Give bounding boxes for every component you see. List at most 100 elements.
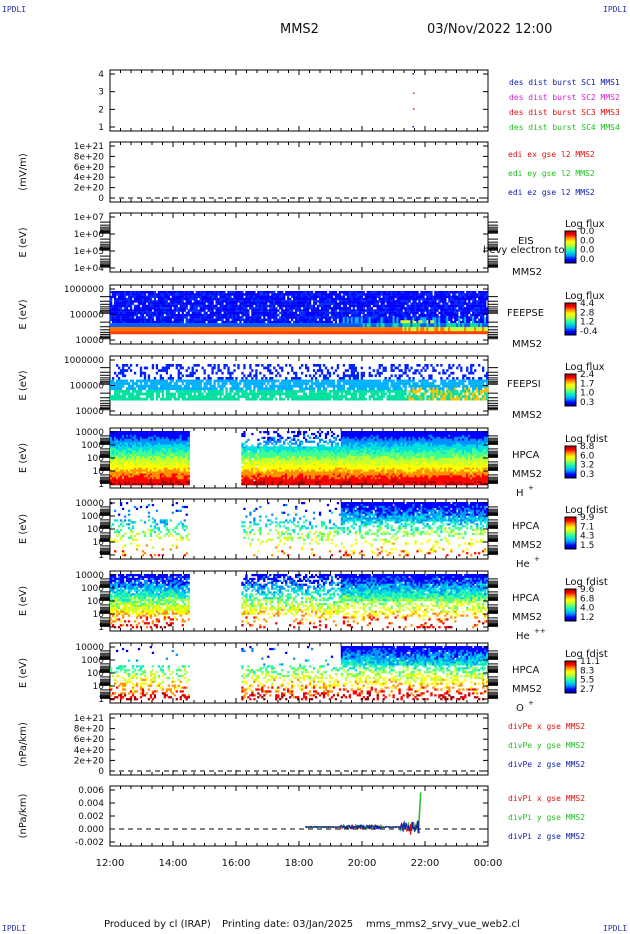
heatmap-cell	[285, 316, 287, 318]
heatmap-cell	[464, 323, 466, 327]
legend-entry: edi ey gse l2 MMS2	[508, 169, 595, 178]
heatmap-cell	[323, 385, 325, 388]
heatmap-cell	[118, 387, 120, 390]
heatmap-cell	[303, 307, 305, 309]
heatmap-cell	[142, 331, 144, 334]
heatmap-cell	[377, 321, 379, 323]
heatmap-cell	[227, 293, 229, 295]
heatmap-cell	[263, 298, 265, 300]
heatmap-cell	[152, 323, 154, 327]
heatmap-cell	[265, 296, 267, 298]
heatmap-cell	[253, 323, 255, 327]
heatmap-cell	[235, 307, 237, 309]
heatmap-cell	[373, 296, 375, 298]
heatmap-cell	[132, 296, 134, 298]
heatmap-cell	[180, 367, 182, 370]
heatmap-cell	[295, 327, 297, 331]
heatmap-cell	[265, 367, 267, 370]
heatmap-cell	[265, 291, 267, 293]
heatmap-cell	[255, 331, 257, 334]
heatmap-cell	[118, 316, 120, 318]
heatmap-cell	[190, 380, 192, 383]
heatmap-cell	[335, 395, 337, 398]
heatmap-cell	[295, 303, 297, 305]
heatmap-cell	[327, 298, 329, 300]
colorbar-tick-label: -0.4	[580, 327, 598, 337]
heatmap-cell	[142, 323, 144, 327]
heatmap-cell	[211, 298, 213, 300]
heatmap-cell	[110, 303, 112, 305]
heatmap-cell	[267, 293, 269, 295]
heatmap-cell	[337, 298, 339, 300]
heatmap-cell	[180, 303, 182, 305]
heatmap-cell	[215, 293, 217, 295]
heatmap-cell	[436, 298, 438, 300]
heatmap-cell	[178, 298, 180, 300]
heatmap-cell	[223, 380, 225, 383]
heatmap-cell	[168, 296, 170, 298]
heatmap-cell	[418, 327, 420, 331]
heatmap-cell	[156, 398, 158, 401]
heatmap-cell	[204, 291, 206, 293]
heatmap-cell	[166, 319, 168, 321]
heatmap-cell	[313, 323, 315, 327]
heatmap-cell	[319, 319, 321, 321]
heatmap-cell	[116, 327, 118, 331]
heatmap-cell	[369, 305, 371, 307]
heatmap-cell	[124, 323, 126, 327]
heatmap-cell	[456, 296, 458, 298]
heatmap-cell	[150, 298, 152, 300]
heatmap-cell	[269, 307, 271, 309]
heatmap-cell	[200, 309, 202, 311]
heatmap-cell	[126, 364, 128, 367]
heatmap-cell	[353, 291, 355, 293]
heatmap-cell	[164, 367, 166, 370]
heatmap-cell	[396, 303, 398, 305]
heatmap-cell	[114, 382, 116, 385]
heatmap-cell	[146, 385, 148, 388]
heatmap-cell	[460, 303, 462, 305]
heatmap-cell	[297, 390, 299, 393]
heatmap-cell	[273, 305, 275, 307]
heatmap-cell	[428, 377, 430, 380]
heatmap-cell	[211, 319, 213, 321]
heatmap-cell	[464, 298, 466, 300]
heatmap-cell	[347, 293, 349, 295]
heatmap-cell	[464, 327, 466, 331]
heatmap-cell	[281, 307, 283, 309]
heatmap-cell	[168, 298, 170, 300]
heatmap-cell	[265, 305, 267, 307]
heatmap-cell	[323, 331, 325, 334]
heatmap-cell	[166, 369, 168, 372]
heatmap-cell	[184, 331, 186, 334]
heatmap-cell	[110, 323, 112, 327]
heatmap-cell	[406, 395, 408, 398]
heatmap-cell	[464, 307, 466, 309]
heatmap-cell	[393, 382, 395, 385]
heatmap-cell	[279, 296, 281, 298]
heatmap-cell	[410, 380, 412, 383]
heatmap-cell	[426, 303, 428, 305]
heatmap-cell	[359, 395, 361, 398]
heatmap-cell	[287, 327, 289, 331]
heatmap-cell	[369, 312, 371, 314]
heatmap-cell	[466, 331, 468, 334]
heatmap-cell	[122, 316, 124, 318]
heatmap-cell	[261, 387, 263, 390]
heatmap-cell	[482, 296, 484, 298]
heatmap-cell	[385, 316, 387, 318]
heatmap-cell	[466, 305, 468, 307]
heatmap-cell	[148, 327, 150, 331]
heatmap-cell	[253, 316, 255, 318]
heatmap-cell	[142, 298, 144, 300]
heatmap-cell	[198, 398, 200, 401]
heatmap-cell	[299, 323, 301, 327]
heatmap-cell	[331, 390, 333, 393]
heatmap-cell	[279, 312, 281, 314]
heatmap-cell	[142, 305, 144, 307]
heatmap-cell	[391, 303, 393, 305]
heatmap-cell	[383, 319, 385, 321]
heatmap-cell	[450, 296, 452, 298]
heatmap-cell	[204, 319, 206, 321]
heatmap-cell	[271, 298, 273, 300]
